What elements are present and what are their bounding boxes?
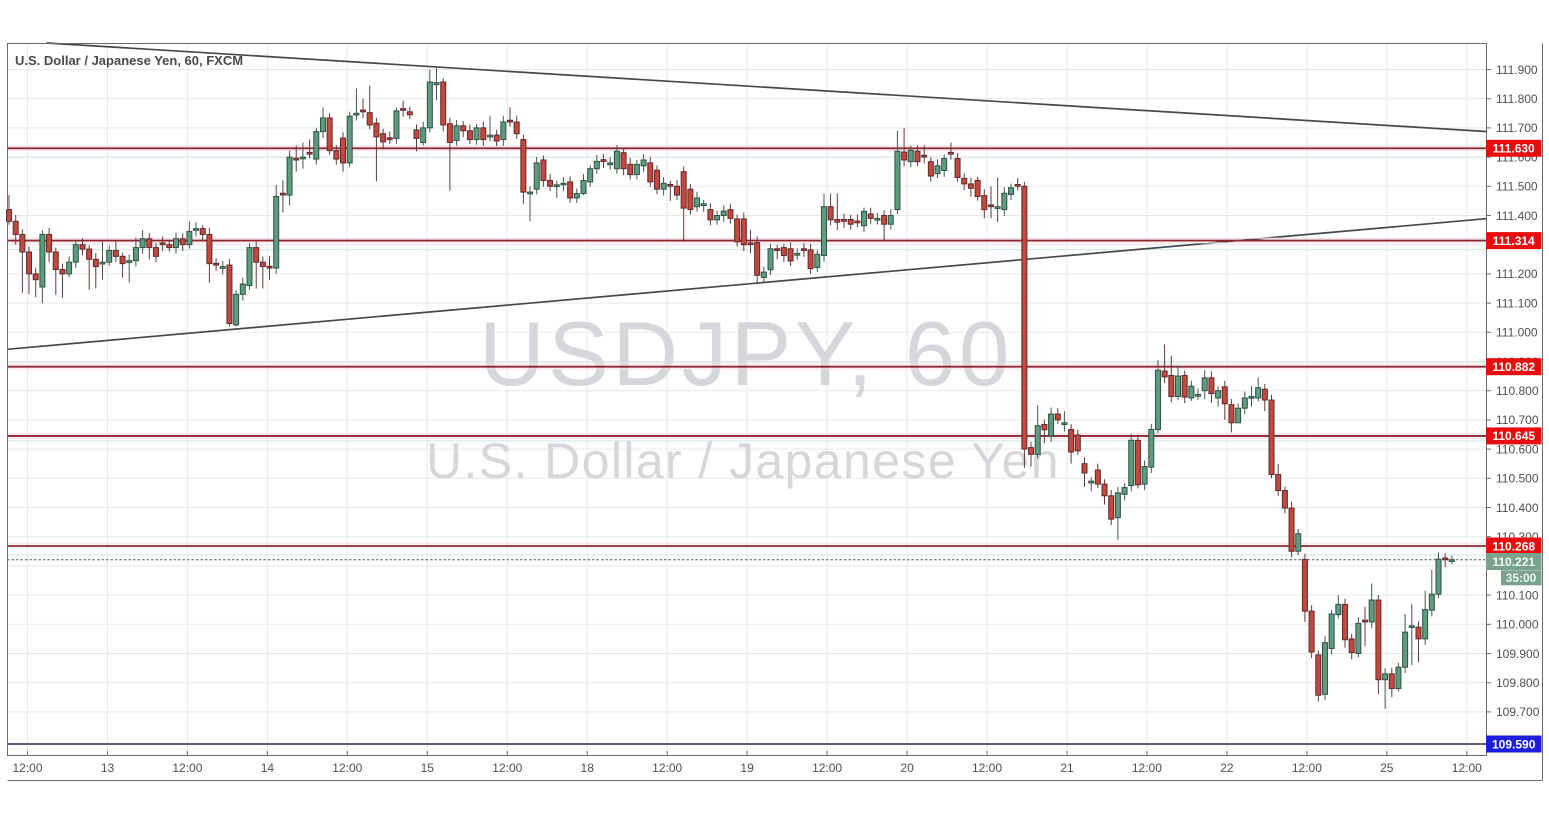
svg-text:35:00: 35:00: [1506, 571, 1537, 585]
svg-text:12:00: 12:00: [12, 761, 42, 775]
svg-text:U.S. Dollar / Japanese Yen: U.S. Dollar / Japanese Yen: [426, 433, 1060, 489]
svg-text:110.800: 110.800: [1496, 384, 1539, 398]
svg-text:12:00: 12:00: [1132, 761, 1162, 775]
svg-text:111.400: 111.400: [1496, 209, 1538, 223]
svg-text:111.800: 111.800: [1496, 92, 1538, 106]
svg-text:18: 18: [581, 761, 595, 775]
svg-text:20: 20: [900, 761, 914, 775]
svg-text:12:00: 12:00: [332, 761, 362, 775]
svg-text:USDJPY, 60: USDJPY, 60: [479, 304, 1013, 405]
svg-text:12:00: 12:00: [492, 761, 522, 775]
svg-text:12:00: 12:00: [1292, 761, 1322, 775]
svg-text:111.200: 111.200: [1496, 267, 1538, 281]
svg-text:111.000: 111.000: [1496, 326, 1538, 340]
svg-text:21: 21: [1060, 761, 1074, 775]
svg-text:109.800: 109.800: [1496, 676, 1540, 690]
svg-text:111.900: 111.900: [1496, 63, 1538, 77]
svg-text:111.700: 111.700: [1496, 121, 1538, 135]
svg-text:12:00: 12:00: [172, 761, 202, 775]
svg-text:110.500: 110.500: [1496, 472, 1539, 486]
svg-text:111.314: 111.314: [1493, 234, 1535, 248]
svg-text:110.221: 110.221: [1492, 555, 1535, 569]
svg-text:12:00: 12:00: [652, 761, 682, 775]
svg-text:110.645: 110.645: [1492, 429, 1535, 443]
svg-text:15: 15: [421, 761, 435, 775]
svg-text:111.500: 111.500: [1496, 180, 1538, 194]
svg-text:109.900: 109.900: [1496, 647, 1540, 661]
svg-text:111.630: 111.630: [1493, 142, 1535, 156]
svg-text:22: 22: [1220, 761, 1234, 775]
svg-text:12:00: 12:00: [1452, 761, 1482, 775]
svg-text:13: 13: [101, 761, 115, 775]
svg-text:110.400: 110.400: [1496, 501, 1539, 515]
svg-text:110.700: 110.700: [1496, 413, 1539, 427]
svg-text:110.000: 110.000: [1496, 618, 1539, 632]
svg-text:12:00: 12:00: [972, 761, 1002, 775]
svg-text:14: 14: [261, 761, 275, 775]
svg-text:12:00: 12:00: [812, 761, 842, 775]
svg-text:25: 25: [1380, 761, 1394, 775]
svg-text:109.590: 109.590: [1492, 737, 1536, 751]
svg-text:110.600: 110.600: [1496, 442, 1539, 456]
svg-text:U.S. Dollar / Japanese Yen, 60: U.S. Dollar / Japanese Yen, 60, FXCM: [15, 53, 243, 68]
svg-text:109.700: 109.700: [1496, 705, 1540, 719]
svg-text:111.100: 111.100: [1496, 296, 1538, 310]
svg-text:110.268: 110.268: [1492, 539, 1535, 553]
svg-text:110.882: 110.882: [1492, 360, 1535, 374]
svg-text:19: 19: [740, 761, 754, 775]
svg-text:110.100: 110.100: [1496, 588, 1539, 602]
